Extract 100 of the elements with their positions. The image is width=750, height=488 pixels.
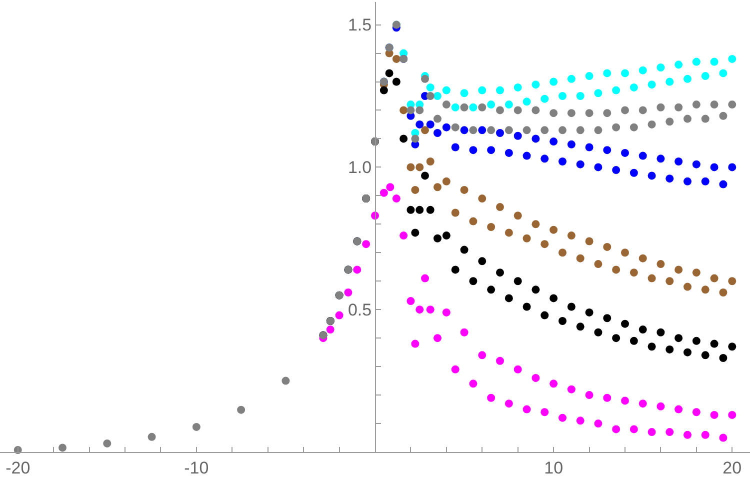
- x-tick-label: -10: [184, 458, 209, 478]
- point: [630, 83, 638, 92]
- point: [603, 314, 612, 322]
- point: [674, 103, 683, 112]
- point: [638, 66, 647, 74]
- point: [504, 294, 513, 302]
- point: [585, 109, 594, 118]
- point: [558, 126, 566, 134]
- point: [621, 69, 629, 78]
- point: [621, 148, 629, 157]
- point: [612, 166, 620, 174]
- point: [603, 146, 612, 154]
- point: [719, 69, 728, 78]
- point: [400, 232, 408, 240]
- point: [666, 428, 674, 436]
- point: [406, 163, 415, 172]
- point: [237, 406, 246, 414]
- point: [612, 266, 620, 274]
- point: [666, 174, 674, 183]
- point: [585, 143, 594, 152]
- point: [728, 277, 736, 286]
- point: [576, 92, 584, 100]
- point: [558, 248, 566, 257]
- point: [684, 348, 692, 356]
- point: [638, 254, 647, 262]
- point: [514, 83, 522, 92]
- point: [630, 123, 638, 132]
- point: [469, 126, 478, 134]
- point: [719, 354, 728, 362]
- point: [426, 120, 434, 128]
- point: [406, 297, 415, 306]
- point: [684, 114, 692, 123]
- point: [550, 109, 558, 118]
- point: [674, 266, 683, 274]
- point: [416, 120, 424, 128]
- point: [532, 374, 540, 382]
- point: [621, 320, 629, 328]
- point: [656, 260, 665, 268]
- point: [478, 86, 486, 94]
- point: [558, 414, 566, 422]
- point: [426, 306, 434, 314]
- point: [522, 234, 531, 242]
- point: [666, 78, 674, 86]
- point: [496, 203, 504, 212]
- point: [550, 226, 558, 234]
- point: [514, 212, 522, 220]
- point: [540, 240, 549, 248]
- point: [567, 109, 576, 118]
- point: [674, 334, 683, 342]
- point: [460, 328, 468, 336]
- point: [710, 274, 718, 282]
- point: [504, 400, 513, 408]
- point: [550, 380, 558, 388]
- point: [400, 134, 408, 143]
- y-tick-label: 1.0: [348, 158, 372, 178]
- point: [594, 163, 602, 172]
- point: [656, 64, 665, 72]
- point: [434, 129, 442, 138]
- point: [469, 103, 478, 112]
- point: [386, 183, 394, 192]
- point: [594, 260, 602, 268]
- point: [434, 183, 442, 192]
- point: [612, 334, 620, 342]
- point: [674, 157, 683, 166]
- point: [103, 439, 112, 448]
- point: [612, 86, 620, 94]
- point: [451, 266, 460, 274]
- point: [728, 342, 736, 351]
- point: [684, 74, 692, 83]
- point: [496, 106, 504, 114]
- point: [522, 152, 531, 160]
- point: [504, 228, 513, 237]
- point: [656, 103, 665, 112]
- point: [442, 232, 450, 240]
- point: [540, 154, 549, 163]
- y-tick-label: 0.5: [348, 300, 372, 320]
- point: [692, 100, 700, 109]
- point: [594, 420, 602, 428]
- point: [558, 316, 566, 325]
- point: [674, 60, 683, 69]
- point: [451, 208, 460, 217]
- point: [460, 89, 468, 98]
- point: [411, 228, 420, 237]
- point: [648, 120, 656, 128]
- point: [710, 410, 718, 419]
- point: [701, 351, 710, 360]
- point: [532, 134, 540, 143]
- point: [692, 408, 700, 416]
- point: [451, 365, 460, 374]
- point: [282, 376, 290, 385]
- point: [567, 302, 576, 311]
- point: [344, 288, 352, 297]
- point: [638, 152, 647, 160]
- point: [532, 286, 540, 294]
- point: [451, 143, 460, 152]
- point: [585, 72, 594, 80]
- point: [719, 112, 728, 120]
- point: [621, 106, 629, 114]
- point: [416, 306, 424, 314]
- point: [728, 163, 736, 172]
